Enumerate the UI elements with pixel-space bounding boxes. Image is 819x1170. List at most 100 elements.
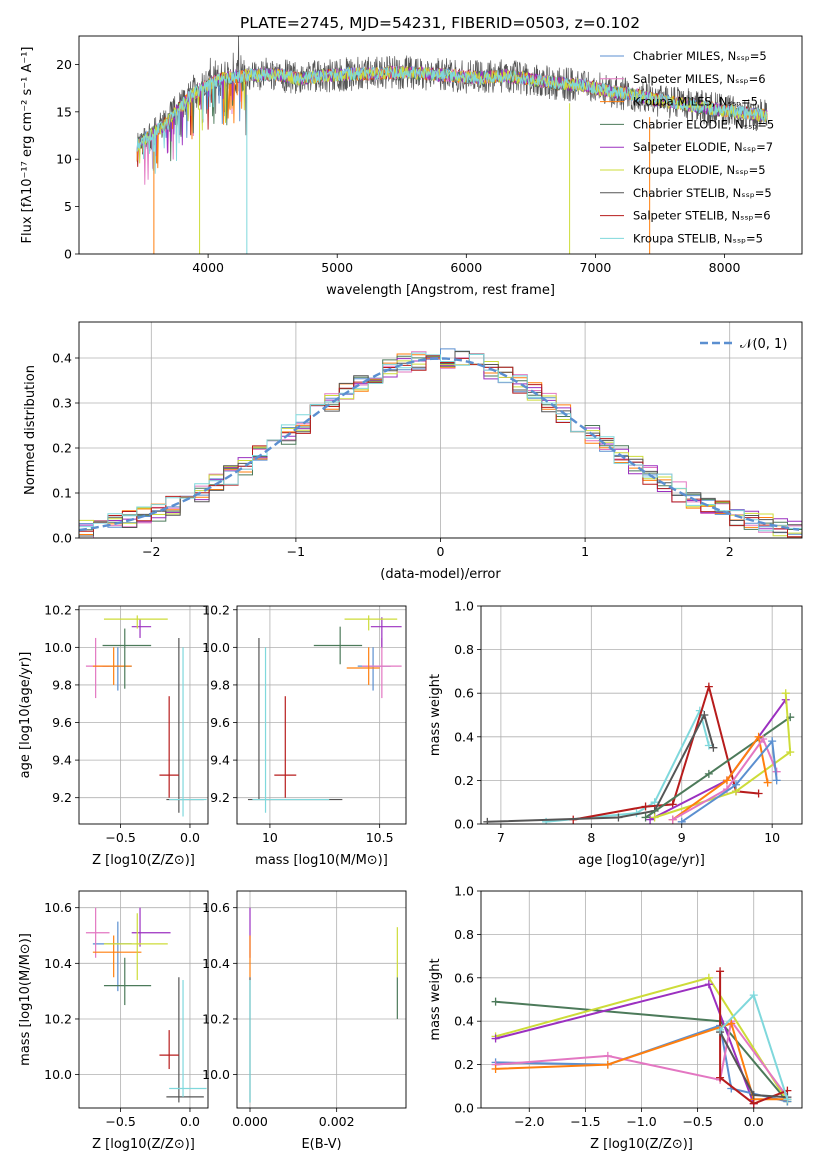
plot-area-mass_vs_ebv [237,891,406,1108]
axes-frame [78,321,803,539]
x-tick-label: −1.5 [570,1114,600,1129]
y-tick-label: 9.4 [52,753,72,768]
y-tick-label: 0.2 [454,773,474,788]
axes-mass_vs_ebv: 0.000 0.002 10.0 10.2 10.4 10.6 E(B-V) [202,890,407,1152]
y-tick-label: 0.0 [454,817,474,832]
axes-mass_vs_Z: −0.5 0.0 10.0 10.2 10.4 10.6 Z [log10(Z/Z⊙)] ma… [18,890,209,1152]
y-tick-label: 0.0 [52,531,72,546]
mass-weight-marker [614,813,623,822]
mass-weight-marker [704,980,713,989]
x-tick-label: 8000 [709,260,741,275]
mass-weight-line [719,971,788,1105]
y-tick-label: 10.4 [202,956,230,971]
mass-weight-marker [749,991,758,1000]
y-tick-label: 1.0 [454,884,474,899]
y-axis-label: age [log10(age/yr)] [18,652,33,779]
y-tick-label: 9.2 [210,790,230,805]
y-tick-label: 1.0 [454,599,474,614]
x-tick-label: 2 [726,544,734,559]
y-tick-label: 9.2 [52,790,72,805]
mass-weight-marker [641,802,650,811]
x-tick-label: 0.000 [232,1114,268,1129]
plot-area-mass_vs_Z [79,891,208,1108]
x-axis-label: Z [log10(Z/Z⊙)] [92,853,195,868]
mass-weight-marker [749,1090,758,1099]
axes-residuals: −2 −1 0 1 2 0.0 0.1 0.2 0.3 0.4 (data-model)/error… [23,321,803,582]
mass-weight-marker [754,732,763,741]
mass-weight-marker [491,1064,500,1073]
mass-weight-marker [727,1019,736,1028]
x-axis-label: wavelength [Angstrom, rest frame] [326,283,555,298]
x-axis-label: mass [log10(M/M⊙)] [255,853,388,868]
x-axis-label: Z [log10(Z/Z⊙)] [92,1137,195,1152]
legend-label: Chabrier ELODIE, Nₛₛₚ=5 [633,117,774,131]
mass-weight-marker [786,748,795,757]
mass-weight-marker [783,1095,792,1104]
y-axis-label: Normed distribution [23,365,38,495]
axes-weight_vs_Z: −2.0 −1.5 −1.0 −0.5 0.0 0.0 0.2 0.4 0.6 0.8 1.0 Z [… [428,884,803,1152]
y-tick-label: 10.0 [202,1067,230,1082]
x-tick-label: 4000 [192,260,224,275]
mass-weight-marker [716,967,725,976]
y-tick-label: 9.6 [52,715,72,730]
mass-weight-marker [603,1051,612,1060]
mass-weight-marker [704,682,713,691]
y-tick-label: 9.8 [210,677,230,692]
x-tick-label: −0.5 [105,830,135,845]
mass-weight-line [672,736,778,821]
legend-label: Chabrier MILES, Nₛₛₚ=5 [633,49,767,63]
y-tick-label: 0.4 [454,729,474,744]
legend-label: Kroupa ELODIE, Nₛₛₚ=5 [633,163,766,177]
y-tick-label: 5 [64,199,72,214]
mass-weight-marker [491,997,500,1006]
mass-weight-marker [731,780,740,789]
y-tick-label: 10.0 [44,1067,72,1082]
plot-area-spectrum [136,36,768,254]
x-tick-label: 0.002 [319,1114,355,1129]
y-tick-label: 10.6 [44,900,72,915]
y-tick-label: 0.8 [454,927,474,942]
axes-age_vs_mass: 10 10.5 9.2 9.4 9.6 9.8 10.0 10.2 mass [log10(M/… [202,602,407,868]
mass-weight-marker [716,1025,725,1034]
x-tick-label: −0.5 [682,1114,712,1129]
x-axis-label: E(B-V) [301,1137,341,1152]
y-tick-label: 10.2 [44,602,72,617]
mass-weight-line [672,734,769,821]
mass-weight-line [573,683,759,821]
y-tick-label: 0 [64,247,72,262]
plot-area-weight_vs_Z [481,891,802,1108]
mass-weight-marker [772,776,781,785]
mass-weight-marker [704,769,713,778]
y-tick-label: 10.4 [44,956,72,971]
axes-spectrum: 4000 5000 6000 7000 8000 0 5 10 15 20 wavelength [… [20,35,803,298]
mass-weight-marker [749,1099,758,1108]
y-tick-label: 0.6 [454,970,474,985]
x-tick-label: 0.0 [180,1114,200,1129]
mass-weight-line [487,712,715,823]
y-tick-label: 0.4 [454,1014,474,1029]
y-tick-label: 9.6 [210,715,230,730]
axes-frame [78,35,803,255]
axes-frame [78,890,209,1109]
mass-weight-marker [646,815,655,824]
x-tick-label: 10 [262,830,278,845]
x-axis-label: age [log10(age/yr)] [578,853,705,868]
x-tick-label: −2 [142,544,160,559]
x-tick-label: −0.5 [105,1114,135,1129]
mass-weight-marker [722,776,731,785]
y-tick-label: 10 [56,152,72,167]
x-tick-label: 7000 [580,260,612,275]
mass-weight-marker [759,734,768,743]
y-tick-label: 0.6 [454,686,474,701]
x-tick-label: 0.0 [180,830,200,845]
y-tick-label: 20 [56,57,72,72]
axes-frame [78,605,209,825]
x-tick-label: 5000 [321,260,353,275]
mass-weight-marker [677,817,686,824]
x-tick-label: 0.0 [744,1114,764,1129]
y-tick-label: 9.8 [52,677,72,692]
y-tick-label: 0.8 [454,642,474,657]
mass-weight-marker [641,813,650,822]
legend-label: Kroupa MILES, Nₛₛₚ=5 [633,95,758,109]
